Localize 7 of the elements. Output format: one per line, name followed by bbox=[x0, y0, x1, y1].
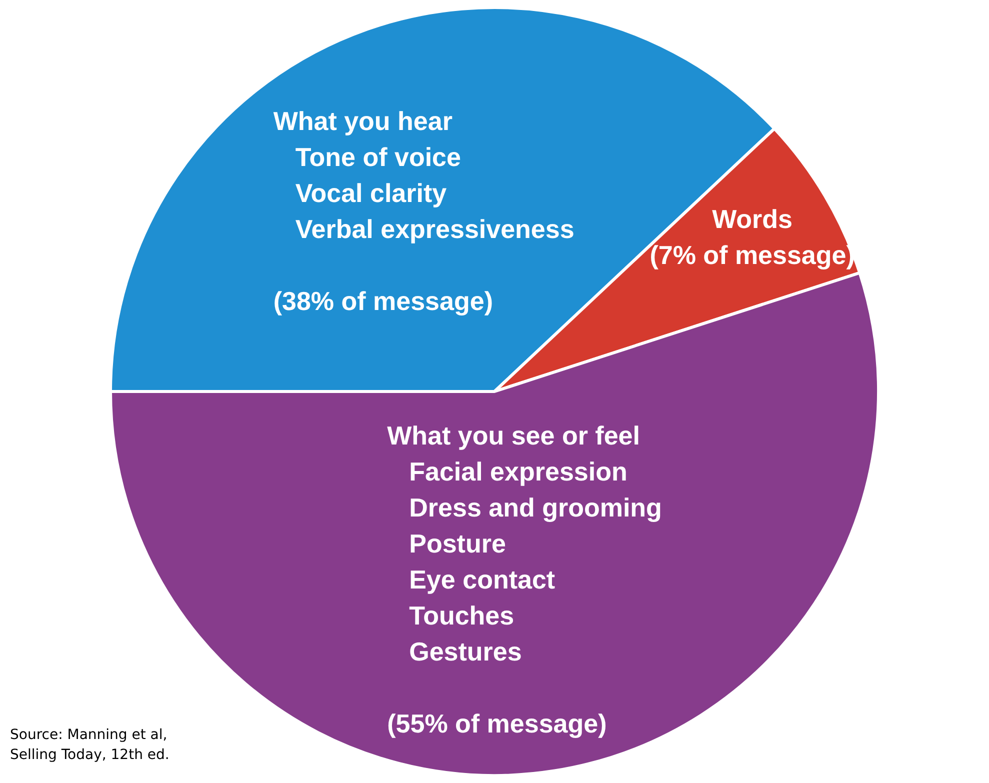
data-label: (7% of message) bbox=[650, 240, 855, 270]
slice-label: What you see or feel Facial expression Dress and grooming Posture Eye contact Touches Gestures bbox=[387, 420, 662, 666]
source-note: Source: Manning et al, Selling Today, 12th ed. bbox=[10, 726, 170, 765]
data-label: (55% of message) bbox=[387, 708, 607, 738]
data-label: (38% of message) bbox=[273, 286, 493, 316]
slice-label: Words bbox=[712, 204, 793, 234]
slice-label: What you hear Tone of voice Vocal clarity Verbal expressiveness bbox=[273, 106, 574, 244]
